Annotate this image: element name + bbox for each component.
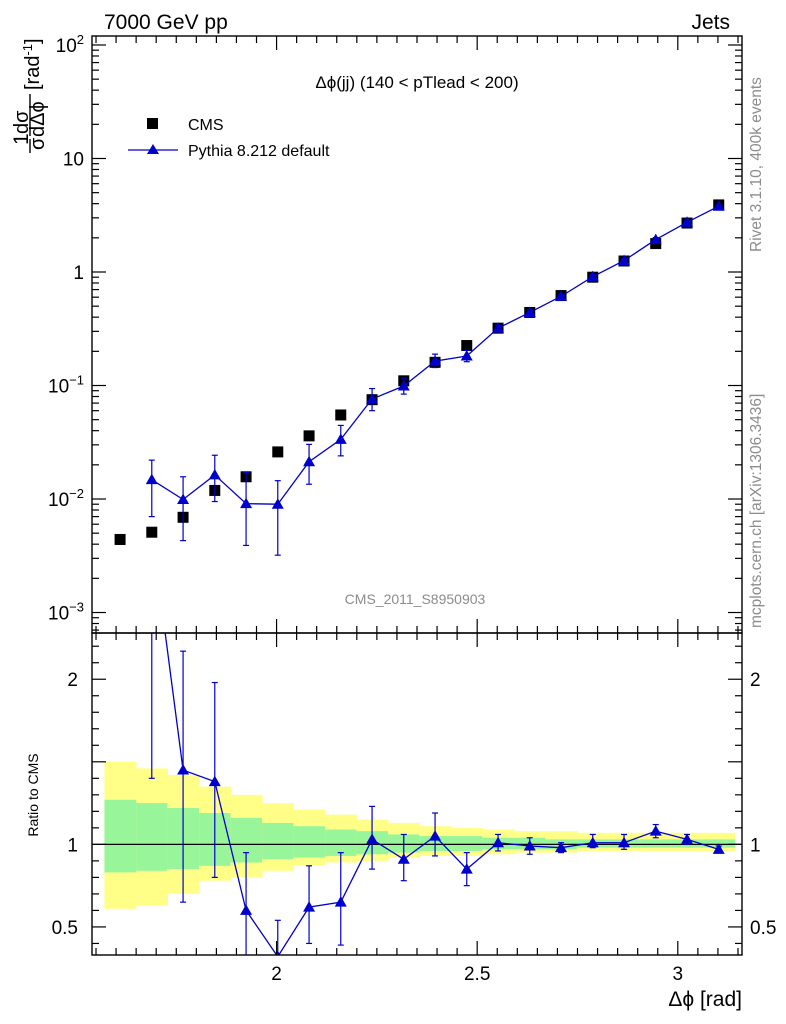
pythia-point (460, 349, 473, 361)
cms-point (335, 409, 347, 421)
pythia-point (271, 498, 284, 509)
header-left-label: 7000 GeV pp (104, 11, 228, 34)
ratio-pythia-point (492, 836, 505, 848)
pythia-point (555, 290, 568, 301)
axis-ticks: 10−3 10−2 10−1 1 10 102 0.5 0.5 1 1 2 2 2 2.5 3 (48, 32, 776, 985)
ratio-ytick-label-left: 0.5 (52, 918, 78, 939)
main-ytick-label: 10−1 (48, 373, 84, 398)
ratio-pythia-point (303, 901, 316, 912)
ratio-pythia-point (177, 764, 190, 775)
ylabel-unit: [rad-1] (20, 38, 44, 90)
xtick-label: 2.5 (464, 964, 490, 985)
legend-cms-label: CMS (188, 117, 224, 134)
ratio-pythia-point (523, 840, 536, 851)
ratio-pythia-point (429, 830, 442, 841)
legend-pythia-label: Pythia 8.212 default (188, 143, 330, 160)
pythia-point (366, 393, 379, 404)
ratio-ytick-label-left: 1 (67, 835, 78, 856)
inner-band-bin (262, 822, 294, 860)
legend-cms-marker (147, 118, 158, 129)
inner-band-bin (293, 826, 326, 858)
ratio-pythia-point (397, 853, 410, 864)
main-ytick-label: 1 (73, 263, 84, 284)
main-ytick-label: 10−3 (48, 600, 84, 625)
ratio-ylabel: Ratio to CMS (25, 753, 41, 836)
ratio-pythia-point (208, 775, 221, 787)
ratio-pythia-point (586, 836, 599, 848)
pythia-point (208, 468, 221, 480)
cms-point (303, 430, 315, 442)
ratio-ytick-label-right: 0.5 (750, 918, 776, 939)
pythia-point (681, 216, 694, 227)
pythia-point (492, 322, 505, 333)
ratio-pythia-point (366, 833, 379, 844)
inner-band-bin (325, 829, 357, 856)
ratio-pythia-point (555, 841, 568, 853)
inner-band-bin (104, 799, 137, 873)
pythia-point (145, 473, 158, 485)
main-ytick-label: 10 (63, 149, 84, 170)
inner-band-bin (703, 839, 736, 848)
ratio-ytick-label-right: 2 (750, 670, 761, 691)
ratio-pythia-point (618, 836, 631, 848)
cms-point (114, 533, 126, 545)
ratio-data-layer (148, 633, 725, 955)
xlabel: Δϕ [rad] (668, 988, 742, 1011)
ratio-ytick-label-left: 2 (67, 670, 78, 691)
pythia-point (523, 306, 536, 317)
main-ylabel: 1 σ dσ dΔϕ [rad-1] (10, 38, 49, 153)
ratio-pythia-point (712, 843, 725, 854)
pythia-point (712, 200, 725, 211)
ylabel-frac2-num: dσ (11, 110, 33, 134)
inner-band-bin (136, 803, 168, 871)
legend-pythia-marker (147, 144, 159, 154)
header-right-label: Jets (691, 11, 730, 34)
legend: CMS Pythia 8.212 default (128, 117, 330, 160)
pythia-point (397, 380, 410, 391)
ratio-pythia-point (334, 896, 347, 907)
inner-band-bin (451, 836, 483, 851)
cms-point (272, 446, 284, 458)
pythia-point (618, 254, 631, 266)
pythia-point (334, 433, 347, 444)
pythia-point (586, 270, 599, 282)
plot-title: Δϕ(jj) (140 < pTlead < 200) (315, 73, 518, 92)
ylabel-frac-den: σ (27, 137, 49, 150)
ratio-pythia-point (460, 863, 473, 874)
cms-point (146, 526, 158, 538)
main-data-layer (114, 199, 725, 556)
ratio-ytick-label-right: 1 (750, 835, 761, 856)
ratio-pythia-point (649, 825, 662, 836)
ratio-pythia-point (240, 904, 253, 915)
pythia-point (429, 355, 442, 366)
pythia-point (240, 497, 253, 509)
xtick-label: 3 (673, 964, 684, 985)
ylabel-frac-num: 1 (10, 133, 33, 145)
rivet-version-label: Rivet 3.1.10, 400k events (748, 77, 765, 252)
cms-point (461, 340, 473, 352)
pythia-point (649, 233, 662, 245)
pythia-point (177, 493, 190, 505)
ratio-pythia-point (681, 833, 694, 844)
mcplots-label: mcplots.cern.ch [arXiv:1306.3436] (748, 394, 765, 628)
ratio-pythia-point (275, 950, 281, 955)
xtick-label: 2 (271, 964, 282, 985)
ylabel-frac2-den: dΔϕ (27, 101, 49, 137)
main-ytick-label: 102 (56, 32, 84, 57)
main-ytick-label: 10−2 (48, 486, 84, 511)
analysis-watermark: CMS_2011_S8950903 (345, 591, 486, 607)
inner-band-bin (640, 839, 672, 848)
pythia-point (303, 455, 316, 467)
